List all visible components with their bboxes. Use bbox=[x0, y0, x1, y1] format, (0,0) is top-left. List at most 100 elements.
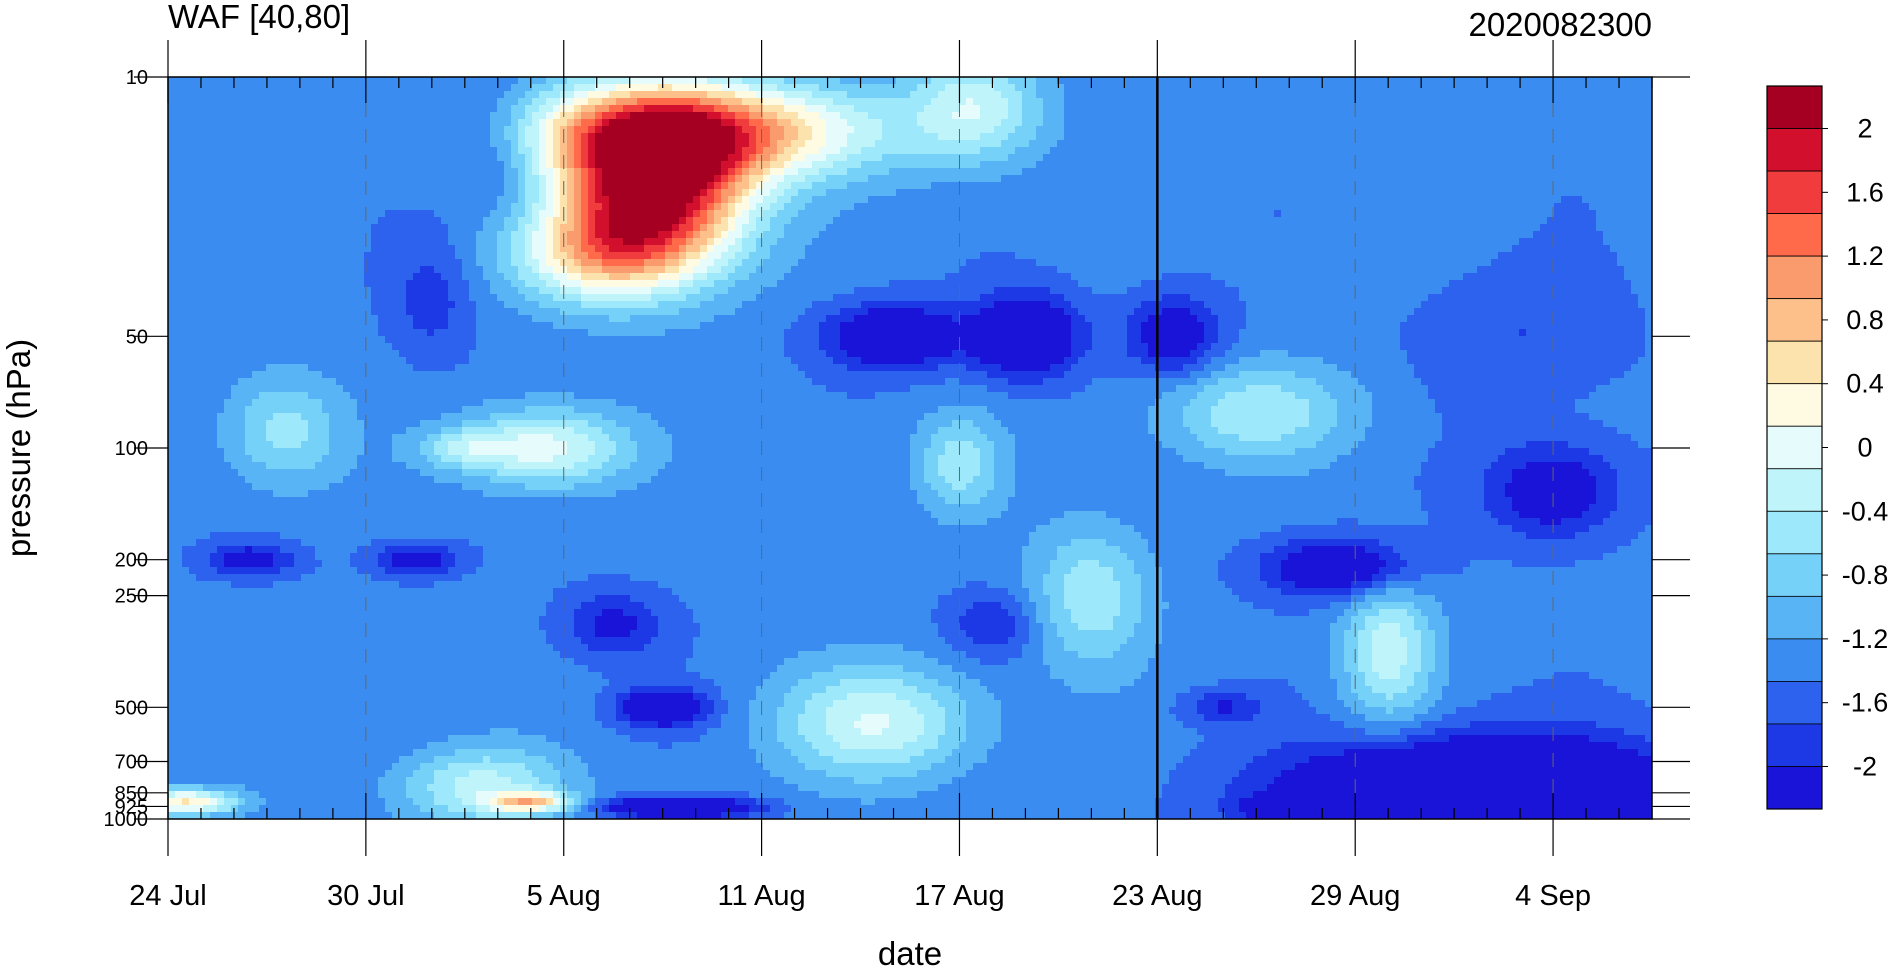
field-cell bbox=[462, 392, 470, 400]
field-cell bbox=[371, 364, 379, 372]
field-cell bbox=[224, 252, 232, 260]
field-cell bbox=[399, 154, 407, 162]
field-cell bbox=[259, 588, 267, 596]
field-cell bbox=[427, 595, 435, 603]
field-cell bbox=[266, 560, 274, 568]
field-cell bbox=[336, 735, 344, 743]
field-cell bbox=[357, 147, 365, 155]
field-cell bbox=[469, 266, 477, 274]
field-cell bbox=[168, 532, 176, 540]
field-cell bbox=[357, 630, 365, 638]
field-cell bbox=[420, 350, 428, 358]
field-cell bbox=[350, 224, 358, 232]
field-cell bbox=[371, 616, 379, 624]
field-cell bbox=[392, 483, 400, 491]
field-cell bbox=[175, 581, 183, 589]
field-cell bbox=[273, 721, 281, 729]
field-cell bbox=[448, 105, 456, 113]
field-cell bbox=[252, 791, 260, 799]
field-cell bbox=[189, 714, 197, 722]
field-cell bbox=[462, 147, 470, 155]
field-cell bbox=[462, 630, 470, 638]
field-cell bbox=[301, 133, 309, 141]
field-cell bbox=[399, 693, 407, 701]
field-cell bbox=[336, 707, 344, 715]
field-cell bbox=[420, 329, 428, 337]
field-cell bbox=[420, 105, 428, 113]
field-cell bbox=[336, 672, 344, 680]
field-cell bbox=[497, 105, 505, 113]
field-cell bbox=[168, 420, 176, 428]
field-cell bbox=[203, 392, 211, 400]
field-cell bbox=[175, 273, 183, 281]
field-cell bbox=[378, 189, 386, 197]
field-cell bbox=[175, 700, 183, 708]
field-cell bbox=[385, 84, 393, 92]
field-cell bbox=[287, 294, 295, 302]
field-cell bbox=[273, 98, 281, 106]
field-cell bbox=[441, 329, 449, 337]
field-cell bbox=[224, 742, 232, 750]
field-cell bbox=[364, 217, 372, 225]
field-cell bbox=[301, 413, 309, 421]
field-cell bbox=[434, 602, 442, 610]
field-cell bbox=[364, 469, 372, 477]
field-cell bbox=[252, 658, 260, 666]
field-cell bbox=[322, 763, 330, 771]
field-cell bbox=[231, 756, 239, 764]
field-cell bbox=[189, 546, 197, 554]
field-cell bbox=[175, 791, 183, 799]
field-cell bbox=[315, 490, 323, 498]
field-cell bbox=[238, 567, 246, 575]
field-cell bbox=[441, 448, 449, 456]
field-cell bbox=[490, 756, 498, 764]
field-cell bbox=[385, 336, 393, 344]
field-cell bbox=[322, 791, 330, 799]
field-cell bbox=[182, 455, 190, 463]
field-cell bbox=[469, 672, 477, 680]
field-cell bbox=[273, 490, 281, 498]
field-cell bbox=[469, 588, 477, 596]
field-cell bbox=[196, 343, 204, 351]
field-cell bbox=[406, 630, 414, 638]
field-cell bbox=[217, 581, 225, 589]
field-cell bbox=[329, 217, 337, 225]
field-cell bbox=[336, 238, 344, 246]
field-cell bbox=[434, 133, 442, 141]
field-cell bbox=[441, 714, 449, 722]
field-cell bbox=[420, 182, 428, 190]
field-cell bbox=[259, 399, 267, 407]
field-cell bbox=[329, 504, 337, 512]
field-cell bbox=[490, 721, 498, 729]
field-cell bbox=[385, 301, 393, 309]
field-cell bbox=[175, 196, 183, 204]
field-cell bbox=[245, 462, 253, 470]
field-cell bbox=[231, 224, 239, 232]
field-cell bbox=[315, 777, 323, 785]
field-cell bbox=[224, 784, 232, 792]
field-cell bbox=[476, 630, 484, 638]
field-cell bbox=[245, 672, 253, 680]
field-cell bbox=[357, 560, 365, 568]
field-cell bbox=[483, 91, 491, 99]
field-cell bbox=[259, 798, 267, 806]
field-cell bbox=[217, 427, 225, 435]
field-cell bbox=[196, 182, 204, 190]
field-cell bbox=[371, 98, 379, 106]
field-cell bbox=[476, 714, 484, 722]
field-cell bbox=[252, 252, 260, 260]
field-cell bbox=[168, 553, 176, 561]
field-cell bbox=[490, 322, 498, 330]
field-cell bbox=[357, 140, 365, 148]
field-cell bbox=[378, 735, 386, 743]
field-cell bbox=[490, 238, 498, 246]
field-cell bbox=[287, 483, 295, 491]
field-cell bbox=[364, 77, 372, 85]
field-cell bbox=[441, 266, 449, 274]
field-cell bbox=[308, 315, 316, 323]
field-cell bbox=[420, 665, 428, 673]
field-cell bbox=[343, 420, 351, 428]
field-cell bbox=[280, 777, 288, 785]
field-cell bbox=[238, 497, 246, 505]
field-cell bbox=[371, 357, 379, 365]
